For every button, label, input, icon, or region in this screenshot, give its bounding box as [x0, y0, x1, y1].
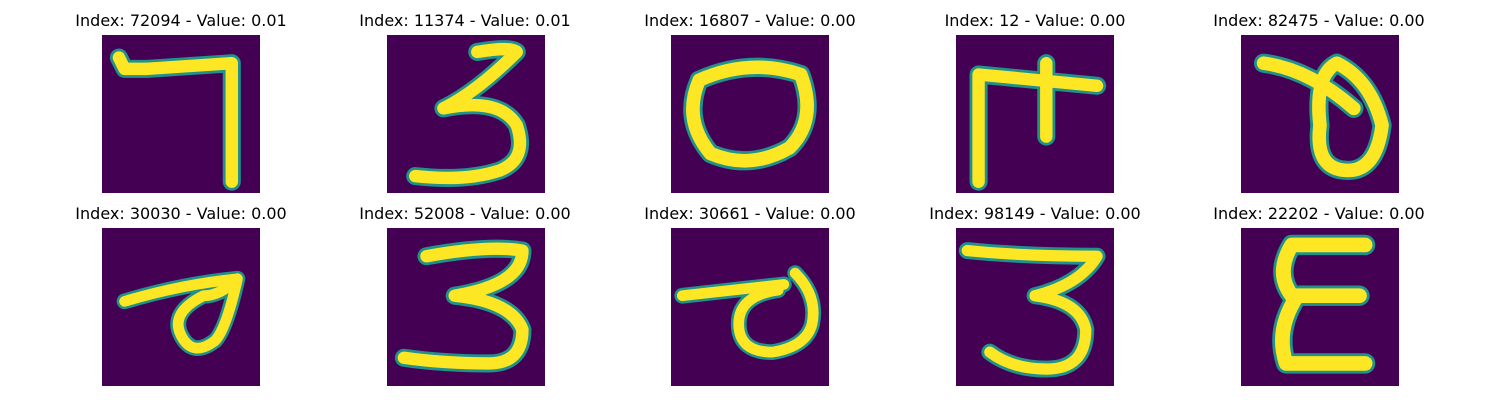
zero-glyph: [671, 35, 829, 193]
panel-title: Index: 22202 - Value: 0.00: [1213, 204, 1425, 223]
panel-title: Index: 12 - Value: 0.00: [944, 11, 1126, 30]
digit-image: [671, 228, 829, 386]
digit-image: [671, 35, 829, 193]
digit-image: [387, 35, 545, 193]
digit-image: [102, 228, 260, 386]
digit-image: [102, 35, 260, 193]
panel-title: Index: 72094 - Value: 0.01: [75, 11, 287, 30]
digit-image: [956, 35, 1114, 193]
digit-image: [1241, 35, 1399, 193]
cross-glyph: [956, 35, 1114, 193]
epsilon-glyph: [1241, 228, 1399, 386]
loop-glyph: [1241, 35, 1399, 193]
panel-title: Index: 52008 - Value: 0.00: [359, 204, 571, 223]
seven-glyph: [102, 35, 260, 193]
panel-title: Index: 11374 - Value: 0.01: [359, 11, 571, 30]
three-glyph: [956, 228, 1114, 386]
panel-title: Index: 30030 - Value: 0.00: [75, 204, 287, 223]
loop-stroke-glyph: [102, 228, 260, 386]
panel-title: Index: 82475 - Value: 0.00: [1213, 11, 1425, 30]
three-glyph: [387, 228, 545, 386]
panel-title: Index: 30661 - Value: 0.00: [644, 204, 856, 223]
digit-image: [956, 228, 1114, 386]
digit-image: [1241, 228, 1399, 386]
loop-stroke-glyph: [671, 228, 829, 386]
panel-title: Index: 16807 - Value: 0.00: [644, 11, 856, 30]
digit-image: [387, 228, 545, 386]
panel-title: Index: 98149 - Value: 0.00: [929, 204, 1141, 223]
three-glyph: [387, 35, 545, 193]
